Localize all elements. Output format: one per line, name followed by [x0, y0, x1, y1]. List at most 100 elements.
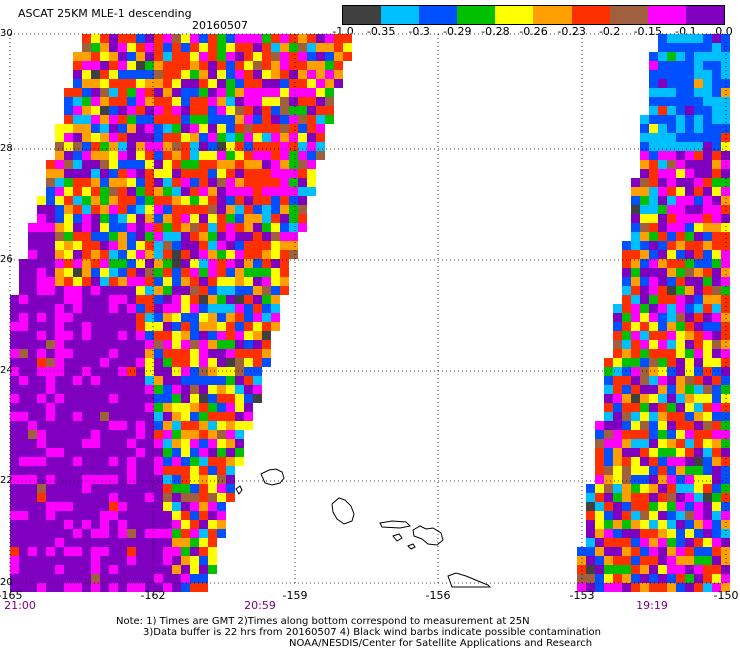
swath-cell	[658, 565, 667, 574]
swath-cell	[91, 385, 100, 394]
swath-cell	[100, 358, 109, 367]
swath-cell	[181, 439, 190, 448]
swath-cell	[100, 421, 109, 430]
swath-cell	[640, 493, 649, 502]
swath-cell	[64, 520, 73, 529]
swath-cell	[154, 178, 163, 187]
swath-cell	[28, 556, 37, 565]
swath-cell	[253, 106, 262, 115]
swath-cell	[622, 286, 631, 295]
swath-cell	[181, 394, 190, 403]
swath-cell	[703, 439, 712, 448]
swath-cell	[37, 322, 46, 331]
swath-cell	[109, 214, 118, 223]
swath-cell	[163, 394, 172, 403]
swath-cell	[37, 349, 46, 358]
swath-cell	[199, 160, 208, 169]
swath-cell	[109, 61, 118, 70]
swath-cell	[208, 367, 217, 376]
swath-cell	[316, 142, 325, 151]
swath-cell	[55, 448, 64, 457]
swath-cell	[190, 142, 199, 151]
swath-cell	[649, 241, 658, 250]
swath-cell	[64, 142, 73, 151]
swath-cell	[253, 322, 262, 331]
swath-cell	[622, 511, 631, 520]
swath-cell	[280, 88, 289, 97]
swath-cell	[676, 556, 685, 565]
swath-cell	[145, 133, 154, 142]
swath-cell	[667, 457, 676, 466]
swath-cell	[100, 277, 109, 286]
swath-cell	[676, 457, 685, 466]
swath-cell	[703, 250, 712, 259]
swath-cell	[649, 196, 658, 205]
swath-cell	[118, 304, 127, 313]
swath-cell	[712, 88, 721, 97]
swath-cell	[181, 223, 190, 232]
swath-cell	[46, 502, 55, 511]
swath-cell	[298, 52, 307, 61]
swath-cell	[127, 70, 136, 79]
swath-cell	[226, 223, 235, 232]
swath-cell	[118, 349, 127, 358]
swath-cell	[235, 43, 244, 52]
swath-cell	[127, 583, 136, 592]
swath-cell	[154, 475, 163, 484]
swath-cell	[685, 394, 694, 403]
swath-cell	[163, 106, 172, 115]
swath-cell	[703, 466, 712, 475]
swath-cell	[37, 196, 46, 205]
swath-cell	[253, 133, 262, 142]
swath-cell	[685, 196, 694, 205]
swath-cell	[712, 223, 721, 232]
swath-cell	[46, 574, 55, 583]
swath-cell	[145, 214, 154, 223]
swath-cell	[37, 223, 46, 232]
swath-cell	[622, 583, 631, 592]
swath-cell	[136, 403, 145, 412]
swath-cell	[46, 448, 55, 457]
swath-cell	[721, 277, 730, 286]
swath-cell	[316, 133, 325, 142]
swath-cell	[28, 385, 37, 394]
swath-cell	[622, 367, 631, 376]
swath-cell	[172, 529, 181, 538]
swath-cell	[649, 376, 658, 385]
swath-cell	[28, 502, 37, 511]
swath-cell	[658, 124, 667, 133]
swath-cell	[703, 385, 712, 394]
swath-cell	[64, 268, 73, 277]
swath-cell	[235, 124, 244, 133]
swath-cell	[91, 466, 100, 475]
swath-cell	[109, 484, 118, 493]
swath-cell	[199, 349, 208, 358]
swath-cell	[667, 79, 676, 88]
swath-cell	[586, 484, 595, 493]
swath-cell	[46, 547, 55, 556]
swath-cell	[334, 70, 343, 79]
swath-cell	[163, 403, 172, 412]
swath-cell	[64, 241, 73, 250]
swath-cell	[721, 295, 730, 304]
swath-cell	[163, 574, 172, 583]
swath-cell	[172, 304, 181, 313]
swath-cell	[145, 205, 154, 214]
swath-cell	[244, 79, 253, 88]
swath-cell	[46, 457, 55, 466]
swath-cell	[100, 484, 109, 493]
swath-cell	[685, 520, 694, 529]
swath-cell	[190, 529, 199, 538]
swath-cell	[181, 367, 190, 376]
swath-cell	[64, 205, 73, 214]
swath-cell	[649, 556, 658, 565]
swath-cell	[640, 133, 649, 142]
swath-cell	[235, 439, 244, 448]
swath-cell	[190, 448, 199, 457]
swath-cell	[208, 322, 217, 331]
swath-cell	[28, 574, 37, 583]
swath-cell	[82, 556, 91, 565]
swath-cell	[199, 583, 208, 592]
swath-cell	[712, 556, 721, 565]
swath-cell	[55, 484, 64, 493]
